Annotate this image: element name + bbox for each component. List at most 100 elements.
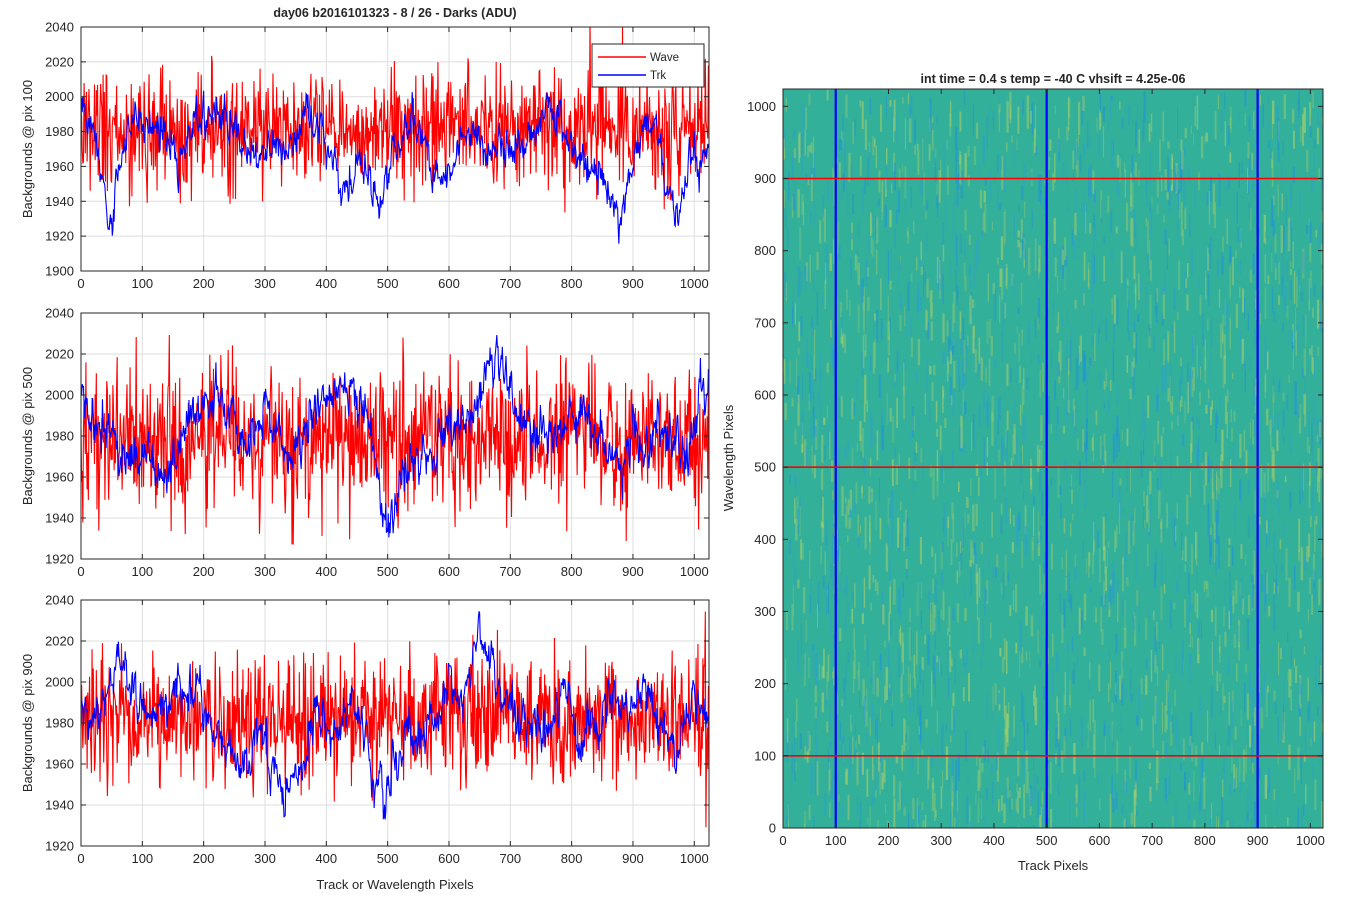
heatmap-cell xyxy=(1013,515,1015,527)
heatmap-cell xyxy=(1202,164,1205,199)
heatmap-cell xyxy=(1214,607,1217,636)
heatmap-cell xyxy=(1162,740,1164,759)
heatmap-cell xyxy=(1075,141,1078,165)
heatmap-cell xyxy=(1030,110,1032,124)
heatmap-cell xyxy=(1092,214,1096,229)
heatmap-cell xyxy=(938,170,941,203)
heatmap-cell xyxy=(1190,443,1192,464)
heatmap-cell xyxy=(989,319,991,339)
heatmap-cell xyxy=(1038,245,1041,272)
heatmap-cell xyxy=(1266,572,1268,594)
heatmap-cell xyxy=(964,153,967,178)
heatmap-cell xyxy=(803,646,805,664)
heatmap-cell xyxy=(1307,677,1309,702)
x-tick-label: 900 xyxy=(622,564,644,579)
heatmap-cell xyxy=(1147,220,1149,254)
heatmap-cell xyxy=(1149,471,1152,494)
heatmap-cell xyxy=(954,785,956,807)
x-tick-marks xyxy=(80,27,695,271)
heatmap-cell xyxy=(1160,586,1163,620)
heatmap-cell xyxy=(1055,806,1057,828)
heatmap-cell xyxy=(865,711,868,727)
heatmap-cell xyxy=(1006,142,1008,152)
heatmap-cell xyxy=(1125,202,1129,232)
heatmap-cell xyxy=(896,397,898,428)
heatmap-cell xyxy=(832,349,834,375)
heatmap-cell xyxy=(936,655,939,663)
heatmap-cell xyxy=(1290,689,1292,711)
heatmap-cell xyxy=(799,271,803,289)
heatmap-cell xyxy=(800,622,803,656)
x-tick-label: 900 xyxy=(622,851,644,866)
heatmap-cell xyxy=(1112,799,1115,813)
x-tick-labels: 0 100 200 300 400 500 600 700 800 900 10… xyxy=(77,564,708,579)
heatmap-cell xyxy=(916,144,919,150)
heatmap-cell xyxy=(890,489,893,519)
heatmap-cell xyxy=(1149,238,1152,248)
heatmap-cell xyxy=(1152,715,1155,748)
heatmap-cell xyxy=(858,219,861,241)
heatmap-cell xyxy=(1213,470,1215,482)
heatmap-cell xyxy=(1226,303,1229,332)
heatmap-cell xyxy=(1291,108,1295,124)
heatmap-cell xyxy=(925,211,927,220)
heatmap-cell xyxy=(1016,434,1018,464)
heatmap-cell xyxy=(983,437,985,468)
heatmap-cell xyxy=(1170,363,1172,396)
heatmap-cell xyxy=(957,257,959,272)
heatmap-cell xyxy=(1001,437,1004,468)
heatmap-cell xyxy=(1138,274,1141,293)
heatmap-cell xyxy=(1286,260,1288,281)
heatmap-cell xyxy=(977,770,980,792)
heatmap-cell xyxy=(1219,396,1221,408)
legend: Wave Trk xyxy=(591,43,705,88)
heatmap-cell xyxy=(1258,228,1260,235)
heatmap-cell xyxy=(1092,552,1094,574)
heatmap-cell xyxy=(1122,660,1124,670)
heatmap-cell xyxy=(947,678,950,697)
heatmap-cell xyxy=(820,400,822,427)
heatmap-cell xyxy=(1083,143,1086,156)
y-tick-label: 600 xyxy=(754,387,776,402)
heatmap-cell xyxy=(810,167,813,178)
heatmap-cell xyxy=(951,451,954,467)
heatmap-cell xyxy=(1137,313,1140,322)
heatmap-cell xyxy=(887,523,889,547)
heatmap-cell xyxy=(1103,724,1106,736)
heatmap-cell xyxy=(1193,132,1195,145)
heatmap-cell xyxy=(1130,694,1133,702)
heatmap-cell xyxy=(1147,609,1149,618)
heatmap-cell xyxy=(877,742,880,772)
heatmap-cell xyxy=(1092,699,1095,723)
heatmap-cell xyxy=(1021,185,1024,200)
heatmap-cell xyxy=(791,152,794,183)
heatmap-cell xyxy=(1184,272,1186,293)
heatmap-cell xyxy=(947,356,949,382)
heatmap-cell xyxy=(886,147,888,165)
heatmap-cell xyxy=(855,250,859,257)
heatmap-cell xyxy=(845,497,847,528)
heatmap-cell xyxy=(1228,538,1231,545)
heatmap-cell xyxy=(1083,252,1086,281)
heatmap-cell xyxy=(1127,279,1129,286)
heatmap-cell xyxy=(998,397,1001,421)
x-tick-label: 500 xyxy=(377,564,399,579)
heatmap-cell xyxy=(1275,579,1277,592)
heatmap-cell xyxy=(1292,241,1294,269)
heatmap-cell xyxy=(1223,695,1226,704)
heatmap-cell xyxy=(838,628,842,642)
heatmap-cell xyxy=(1020,691,1023,722)
heatmap-cell xyxy=(1022,379,1025,405)
heatmap-cell xyxy=(869,806,871,828)
heatmap-cell xyxy=(1165,692,1168,711)
heatmap-cell xyxy=(964,663,967,675)
heatmap-cell xyxy=(891,183,893,194)
x-tick-label: 700 xyxy=(499,851,521,866)
heatmap-cell xyxy=(1156,750,1159,784)
heatmap-cell xyxy=(970,539,973,563)
heatmap-cell xyxy=(952,608,955,621)
heatmap-cell xyxy=(1276,430,1279,451)
heatmap-cell xyxy=(1320,469,1323,479)
heatmap-cell xyxy=(1071,229,1074,247)
heatmap-cell xyxy=(1037,629,1039,654)
